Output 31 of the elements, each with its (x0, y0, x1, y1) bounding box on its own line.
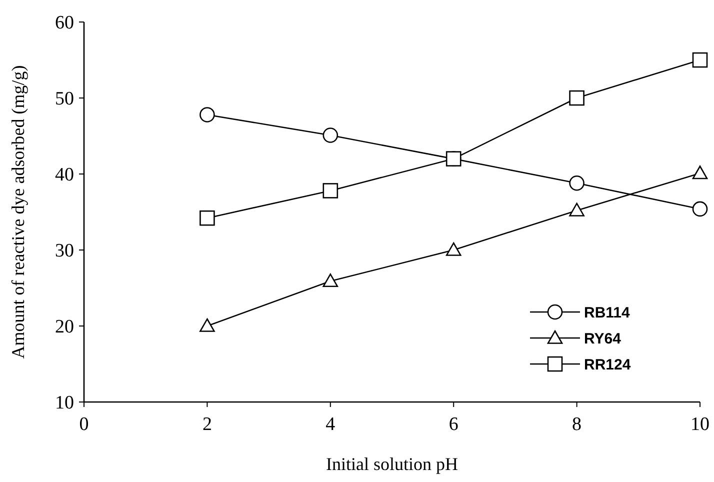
point (692, 201, 708, 217)
point (322, 274, 338, 288)
legend-label: RB114 (584, 304, 631, 322)
point (692, 52, 708, 68)
point (446, 151, 462, 166)
y-tick-label: 50 (55, 88, 74, 110)
y-axis-title: Amount of reactive dye adsorbed (mg/g) (8, 65, 28, 359)
point (200, 210, 215, 226)
x-tick-label: 8 (572, 414, 582, 435)
y-tick-label: 30 (55, 240, 74, 262)
y-tick-label: 40 (55, 164, 74, 186)
legend-label: RY64 (584, 330, 622, 348)
y-tick-label: 10 (55, 392, 74, 414)
point (569, 90, 584, 106)
x-tick-label: 10 (690, 414, 710, 435)
x-axis-title: Initial solution pH (326, 454, 458, 474)
point (569, 202, 584, 216)
legend-label: RR124 (584, 356, 632, 374)
point (200, 318, 215, 332)
point (446, 242, 462, 256)
point (692, 166, 708, 180)
point (322, 128, 338, 143)
point (200, 107, 215, 122)
x-tick-label: 2 (202, 414, 212, 435)
y-tick-label: 60 (55, 12, 74, 34)
y-tick-label: 20 (55, 316, 74, 338)
x-tick-label: 0 (79, 414, 89, 435)
x-tick-label: 6 (448, 414, 458, 435)
point (569, 175, 584, 191)
point (322, 183, 338, 198)
x-tick-label: 4 (326, 414, 336, 435)
